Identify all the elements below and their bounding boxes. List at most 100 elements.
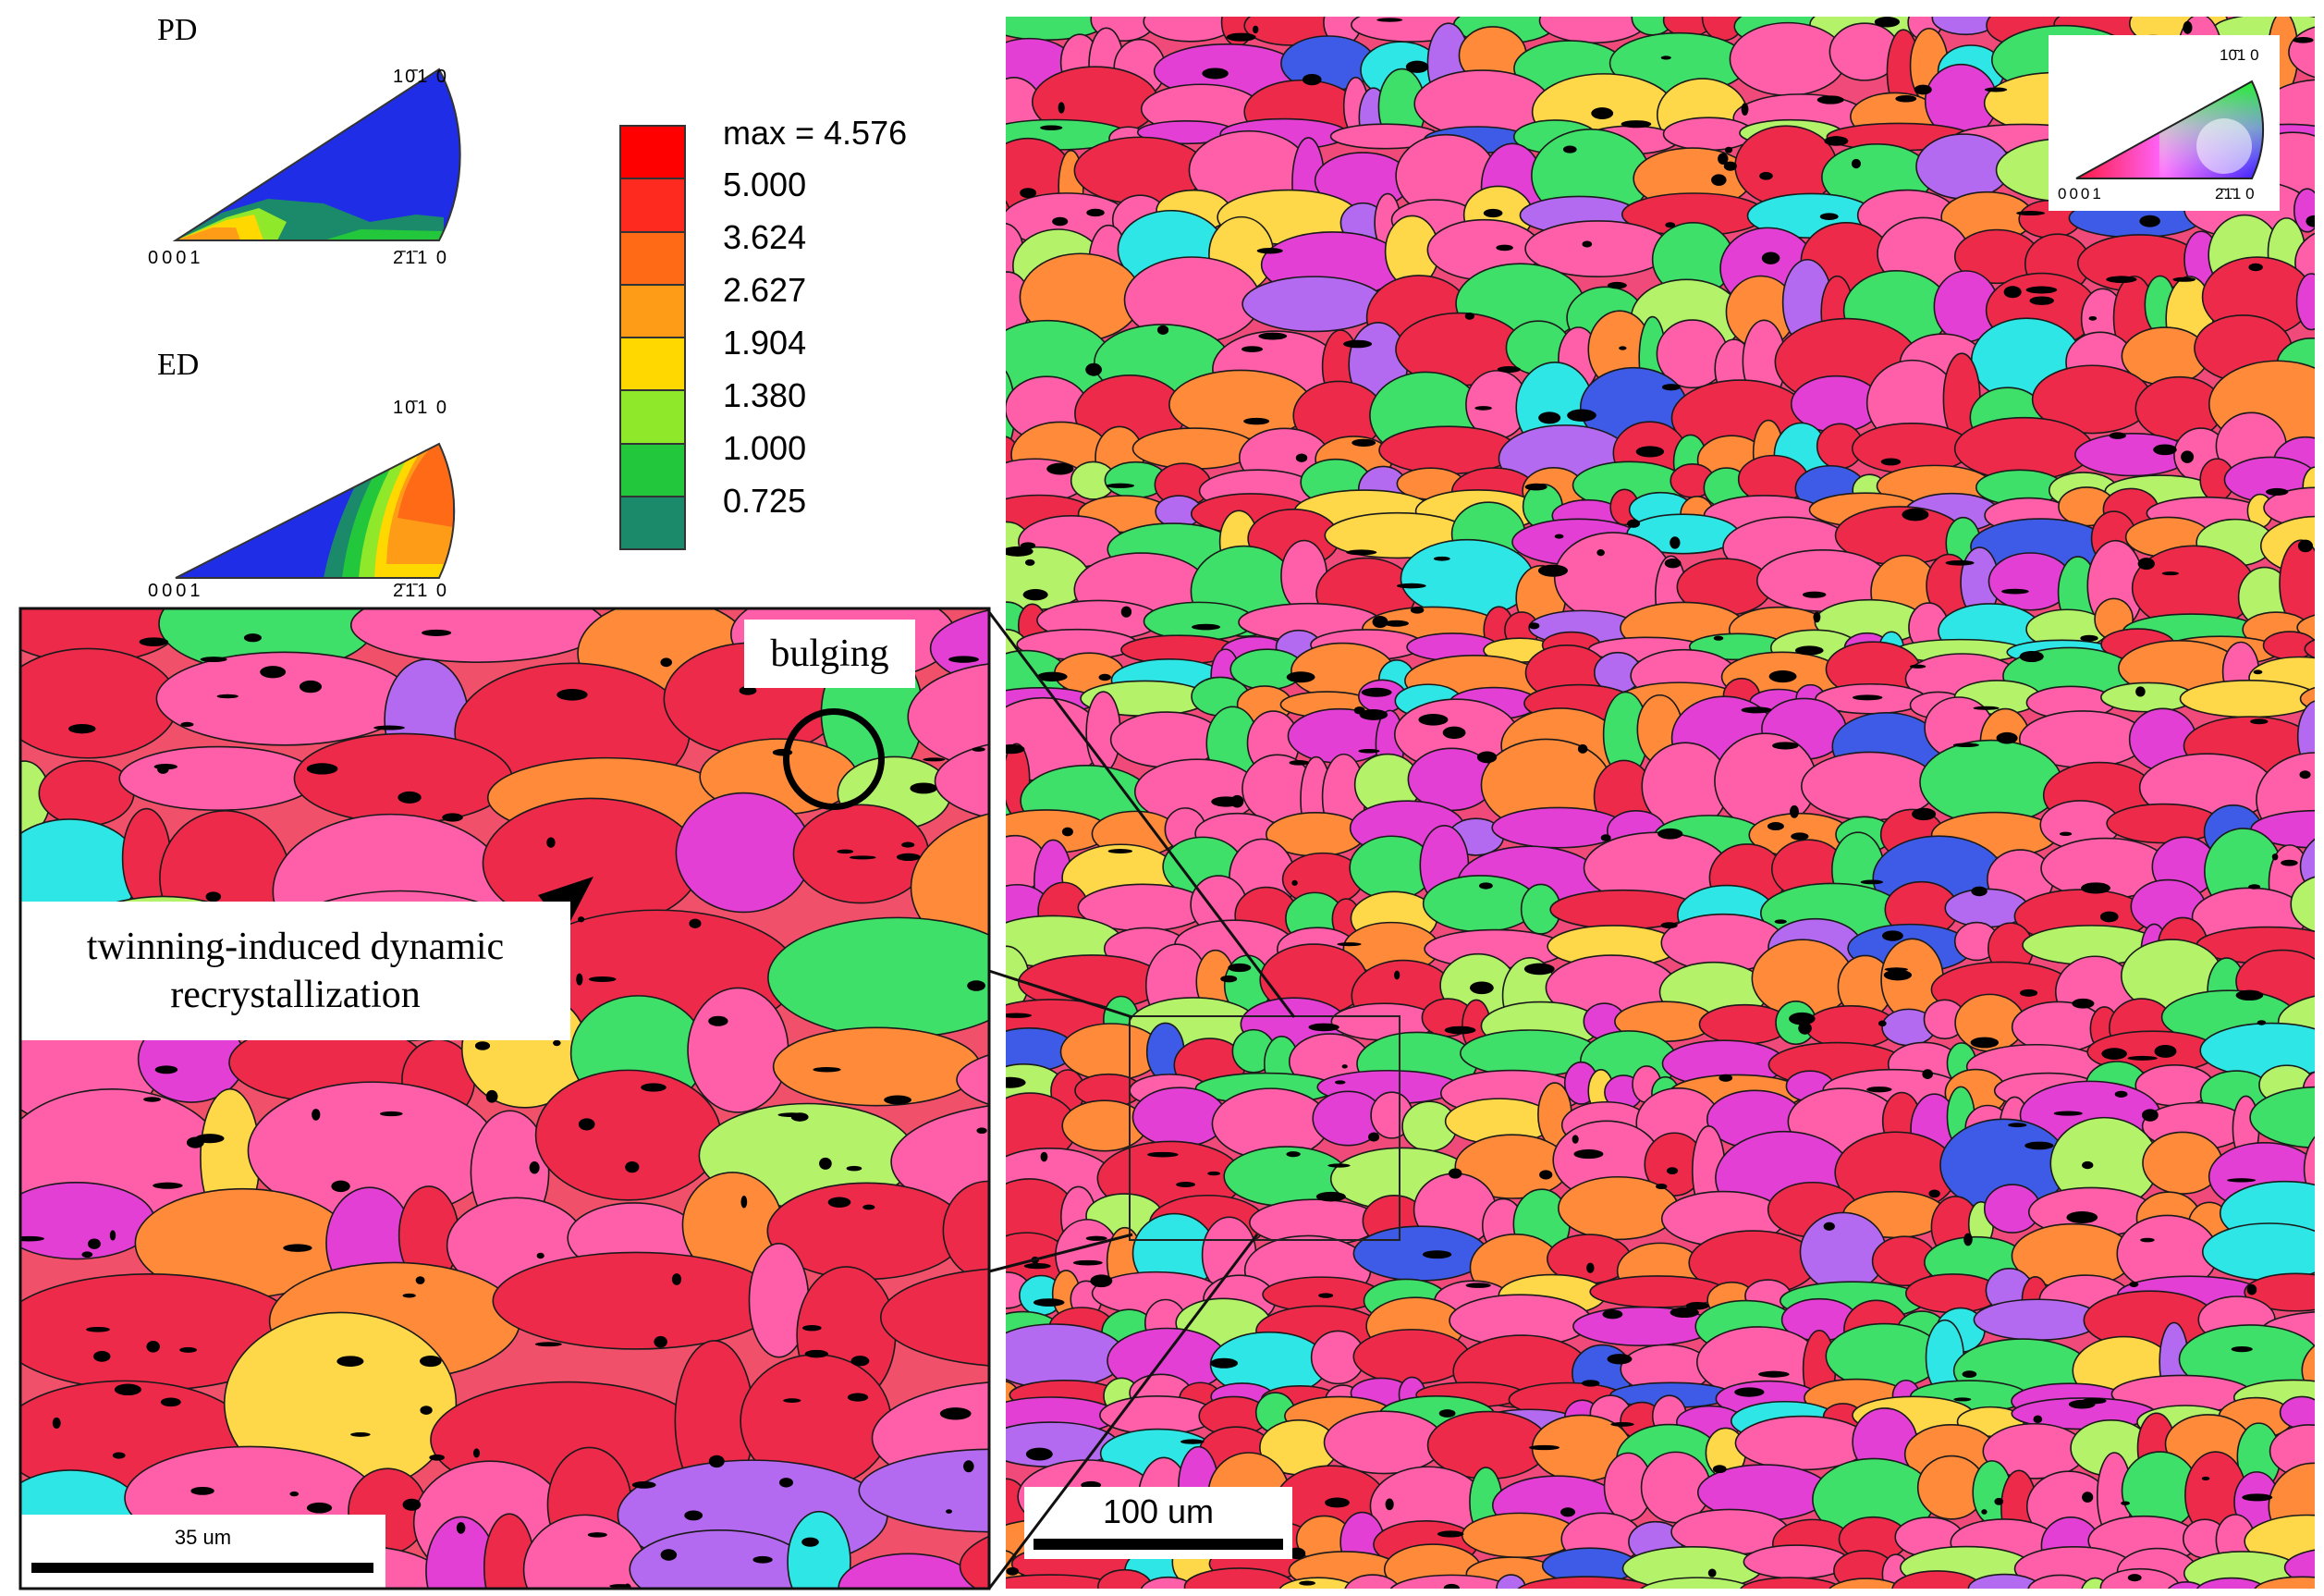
boundary-void (1470, 981, 1494, 995)
boundary-void (1405, 60, 1429, 73)
boundary-void (1660, 55, 1671, 60)
boundary-void (536, 1252, 544, 1259)
boundary-void (1664, 558, 1682, 569)
boundary-void (1106, 483, 1135, 488)
grain (155, 651, 413, 746)
boundary-void (1741, 103, 1749, 116)
boundary-void (2297, 539, 2314, 553)
grain (1825, 1322, 1943, 1390)
legend-level-5: 1.380 (723, 376, 807, 414)
boundary-void (631, 1480, 656, 1489)
boundary-void (154, 1065, 178, 1074)
boundary-void (2106, 276, 2137, 284)
boundary-void (52, 1417, 61, 1430)
boundary-void (804, 1349, 828, 1358)
boundary-void (654, 1335, 667, 1348)
grain (1640, 1577, 1755, 1589)
boundary-void (1962, 1370, 1977, 1378)
boundary-void (1368, 1132, 1380, 1142)
grain (2304, 639, 2315, 659)
boundary-void (205, 891, 222, 902)
boundary-void (1098, 673, 1111, 681)
boundary-void (1798, 1022, 1812, 1035)
boundary-void (1767, 822, 1784, 831)
boundary-void (1724, 146, 1733, 153)
boundary-void (1774, 919, 1787, 925)
boundary-void (948, 656, 979, 663)
legend-swatch (621, 444, 684, 497)
boundary-void (1343, 339, 1373, 349)
boundary-void (2231, 1345, 2253, 1353)
boundary-void (2271, 853, 2279, 861)
boundary-void (485, 1089, 498, 1103)
grain (2249, 1086, 2315, 1149)
boundary-void (2059, 831, 2073, 836)
boundary-void (684, 1510, 703, 1521)
boundary-void (819, 1157, 832, 1170)
boundary-void (1619, 346, 1627, 350)
boundary-void (884, 1095, 911, 1105)
boundary-void (1610, 1421, 1634, 1427)
boundary-void (1180, 1439, 1205, 1444)
grain (1740, 1577, 1842, 1589)
boundary-void (1666, 1167, 1679, 1174)
legend-level-4: 1.904 (723, 324, 807, 362)
boundary-void (1337, 942, 1362, 947)
boundary-void (1210, 1357, 1239, 1369)
boundary-void (2024, 1141, 2054, 1150)
boundary-void (350, 1431, 371, 1437)
boundary-void (1909, 664, 1926, 669)
boundary-void (1202, 68, 1229, 80)
boundary-void (1528, 1444, 1560, 1451)
boundary-void (2161, 571, 2179, 576)
boundary-void (1922, 1069, 1933, 1079)
grain (1131, 427, 1257, 470)
boundary-void (2066, 1210, 2098, 1224)
boundary-void (1286, 671, 1315, 683)
boundary-void (1823, 1222, 1835, 1231)
grain (1389, 1574, 1513, 1589)
boundary-void (1866, 1087, 1892, 1093)
boundary-void (1528, 622, 1540, 630)
grain (2027, 1574, 2094, 1589)
boundary-void (1448, 1168, 1462, 1179)
boundary-void (967, 980, 985, 991)
boundary-void (939, 1407, 972, 1420)
grain (1491, 806, 1626, 849)
pd-pole-figure (172, 68, 461, 241)
boundary-void (1192, 623, 1221, 631)
boundary-void (112, 1452, 126, 1459)
grain (2106, 803, 2221, 844)
legend-swatch (621, 179, 684, 233)
boundary-void (625, 1161, 640, 1173)
boundary-void (1734, 1387, 1765, 1397)
boundary-void (1211, 796, 1242, 807)
boundary-void (1790, 804, 1799, 818)
boundary-void (2140, 1237, 2155, 1243)
boundary-void (847, 1393, 869, 1402)
boundary-void (1353, 706, 1365, 715)
boundary-void (578, 1118, 595, 1131)
boundary-void (1376, 18, 1403, 22)
boundary-void (553, 1039, 561, 1047)
grain (1461, 1512, 1579, 1558)
grain (293, 732, 513, 825)
boundary-void (910, 782, 937, 794)
boundary-void (963, 1460, 974, 1473)
boundary-void (1025, 1447, 1053, 1461)
ebsd-main-map: 10̄1 0 0001 2̄1̄1 0 100 um (1006, 17, 2315, 1589)
boundary-void (2127, 1574, 2142, 1582)
legend-level-3: 2.627 (723, 271, 807, 309)
legend-swatch (621, 391, 684, 445)
boundary-void (1996, 731, 2018, 744)
grain (534, 1069, 722, 1201)
legend-level-6: 1.000 (723, 429, 807, 467)
boundary-void (419, 1356, 442, 1368)
boundary-void (1085, 362, 1102, 376)
boundary-void (1346, 549, 1377, 556)
boundary-void (1657, 828, 1683, 840)
boundary-void (1358, 748, 1380, 754)
boundary-void (1444, 1025, 1476, 1035)
boundary-void (379, 1111, 403, 1117)
boundary-void (1852, 694, 1883, 701)
